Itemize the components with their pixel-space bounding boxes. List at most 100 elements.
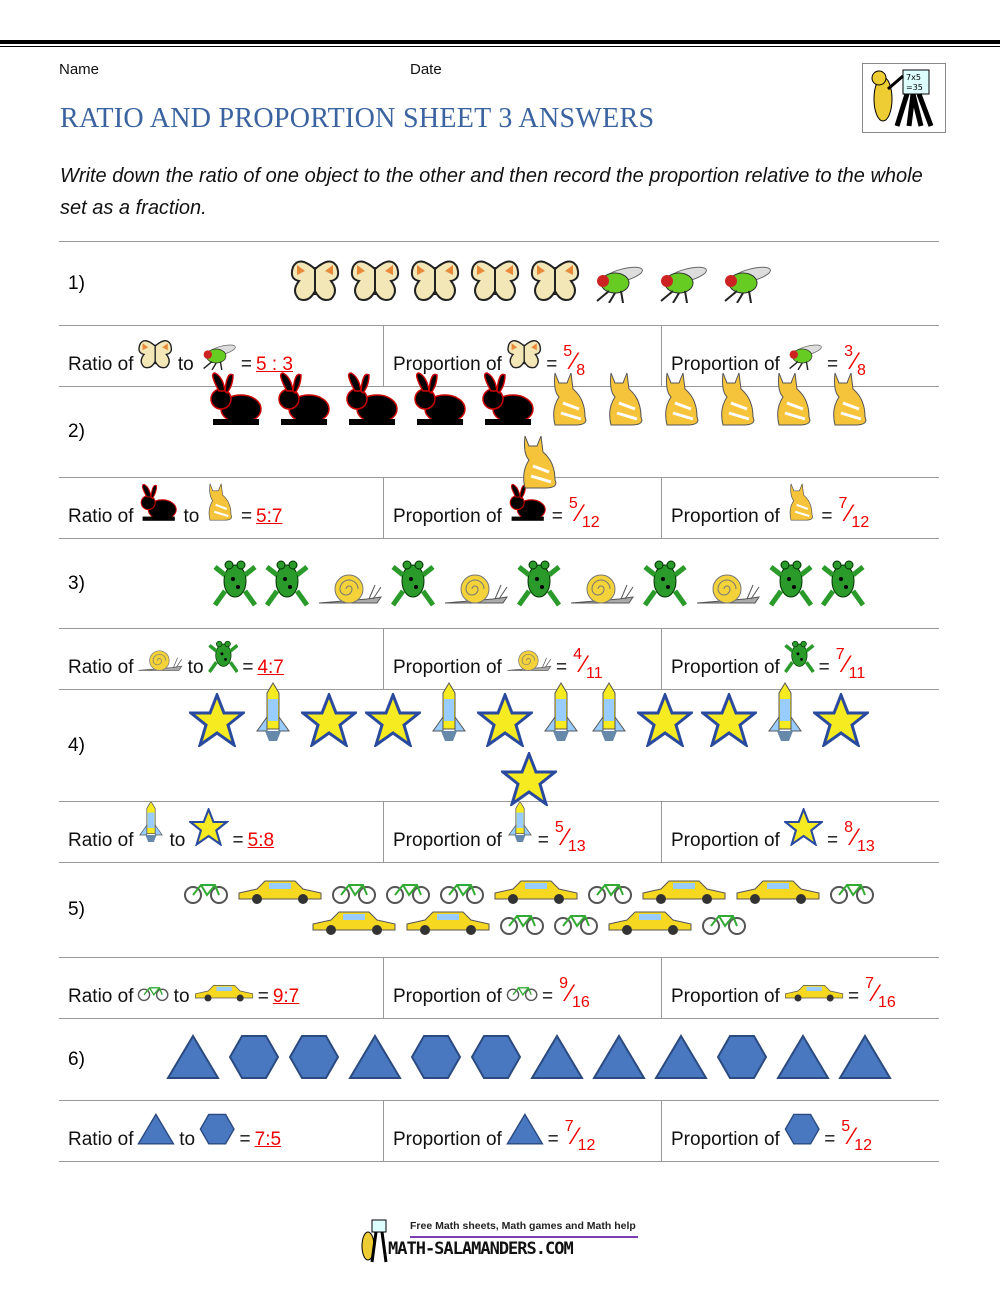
problem-number: 5) [68, 899, 85, 920]
rabbit-icon [506, 483, 548, 528]
car-icon [607, 910, 693, 941]
hexagon-icon [410, 1034, 462, 1085]
svg-text:7x5: 7x5 [906, 73, 921, 82]
problem-5-answers: Ratio of to = 9:7 Proportion of = 9⁄16 Propor… [59, 958, 939, 1019]
hexagon-icon [288, 1034, 340, 1085]
denominator: 8 [857, 362, 866, 379]
proportion-of-label: Proportion of [393, 354, 502, 375]
numerator: 5 [841, 1118, 851, 1136]
numerator: 5 [568, 495, 578, 513]
car-icon [194, 984, 254, 1008]
snail-icon [317, 571, 383, 612]
denominator: 13 [857, 838, 875, 855]
denominator: 16 [878, 994, 896, 1011]
problem-6-answers: Ratio of to = 7:5 Proportion of = 7⁄12 Propor… [59, 1101, 939, 1162]
picture-set [281, 259, 781, 308]
proportion-of-label: Proportion of [393, 1129, 502, 1150]
equals-sign: = [547, 1129, 559, 1150]
equals-sign: = [537, 830, 549, 851]
proportion-a-fraction: 4⁄11 [573, 646, 603, 682]
equals-sign: = [551, 506, 563, 527]
problem-6-pictures: 6) [59, 1019, 939, 1101]
snail-icon [443, 571, 509, 612]
proportion-of-label: Proportion of [393, 506, 502, 527]
car-icon [311, 910, 397, 941]
name-label: Name [59, 61, 100, 78]
rocket-icon [137, 800, 165, 852]
proportion-of-label: Proportion of [393, 986, 502, 1007]
date-label: Date [410, 61, 442, 78]
proportion-b-cell: Proportion of = 5⁄12 [661, 1101, 939, 1161]
rabbit-icon [341, 371, 401, 432]
rocket-icon [589, 681, 629, 752]
equals-sign: = [232, 830, 244, 851]
proportion-a-cell: Proportion of = 9⁄16 [383, 958, 661, 1018]
bicycle-icon [385, 881, 431, 910]
footer-rule [410, 1236, 638, 1238]
proportion-b-fraction: 5⁄12 [841, 1118, 873, 1154]
rocket-icon [765, 681, 805, 752]
footer-site-name: MATH-SALAMANDERS.COM [388, 1239, 574, 1259]
cat-icon [601, 369, 649, 432]
star-icon [362, 690, 424, 752]
equals-sign: = [546, 354, 558, 375]
star-icon [634, 690, 696, 752]
snail-icon [506, 648, 552, 679]
picture-set [139, 879, 919, 941]
problem-number: 3) [68, 572, 85, 594]
equals-sign: = [847, 986, 860, 1007]
fly-icon [198, 342, 237, 376]
star-icon [298, 690, 360, 752]
denominator: 13 [567, 838, 586, 855]
bicycle-icon [137, 985, 169, 1008]
star-icon [698, 690, 760, 752]
equals-sign: = [239, 1129, 251, 1150]
ratio-answer: 5:7 [256, 506, 283, 527]
ratio-of-label: Ratio of [68, 986, 134, 1007]
star-icon [810, 690, 872, 752]
star-icon [782, 806, 825, 852]
frog-icon [768, 555, 814, 612]
proportion-a-cell: Proportion of = 5⁄12 [383, 478, 661, 538]
hexagon-icon [228, 1034, 280, 1085]
equals-sign: = [541, 986, 554, 1007]
bicycle-icon [553, 912, 599, 941]
star-icon [187, 806, 231, 852]
butterfly-icon [409, 259, 461, 308]
proportion-b-cell: Proportion of = 3⁄8 [661, 326, 939, 386]
picture-set [159, 1034, 899, 1085]
numerator: 7 [865, 975, 874, 993]
rocket-icon [506, 800, 534, 852]
proportion-b-fraction: 7⁄16 [865, 975, 896, 1011]
proportion-b-fraction: 3⁄8 [844, 343, 866, 379]
rocket-icon [253, 681, 293, 752]
proportion-of-label: Proportion of [671, 657, 780, 678]
proportion-of-label: Proportion of [393, 657, 502, 678]
page-title: RATIO AND PROPORTION SHEET 3 ANSWERS [60, 103, 655, 134]
triangle-icon [505, 1112, 544, 1151]
problem-table: 1) Ratio of to = 5 : 3 Proportion of = 5⁄8 Pr… [59, 241, 939, 1162]
frog-icon [390, 555, 436, 612]
numerator: 7 [838, 495, 848, 513]
proportion-b-cell: Proportion of = 7⁄11 [661, 629, 939, 689]
snail-icon [695, 571, 761, 612]
to-label: to [179, 1129, 196, 1150]
picture-set [179, 369, 899, 495]
proportion-b-cell: Proportion of = 7⁄16 [661, 958, 939, 1018]
proportion-a-fraction: 5⁄13 [554, 819, 586, 855]
problem-4-answers: Ratio of to = 5:8 Proportion of = 5⁄13 Propor… [59, 800, 939, 863]
car-icon [641, 879, 727, 910]
ratio-of-label: Ratio of [68, 506, 134, 527]
hexagon-icon [716, 1034, 768, 1085]
footer-tagline: Free Math sheets, Math games and Math he… [410, 1220, 636, 1232]
frog-icon [783, 637, 815, 679]
proportion-a-cell: Proportion of = 5⁄13 [383, 800, 661, 862]
denominator: 12 [581, 514, 600, 531]
problem-number: 1) [68, 272, 85, 294]
snail-icon [137, 648, 183, 679]
top-rule [0, 40, 1000, 44]
proportion-a-fraction: 5⁄8 [563, 343, 586, 379]
rabbit-icon [137, 483, 179, 528]
rabbit-icon [273, 371, 333, 432]
